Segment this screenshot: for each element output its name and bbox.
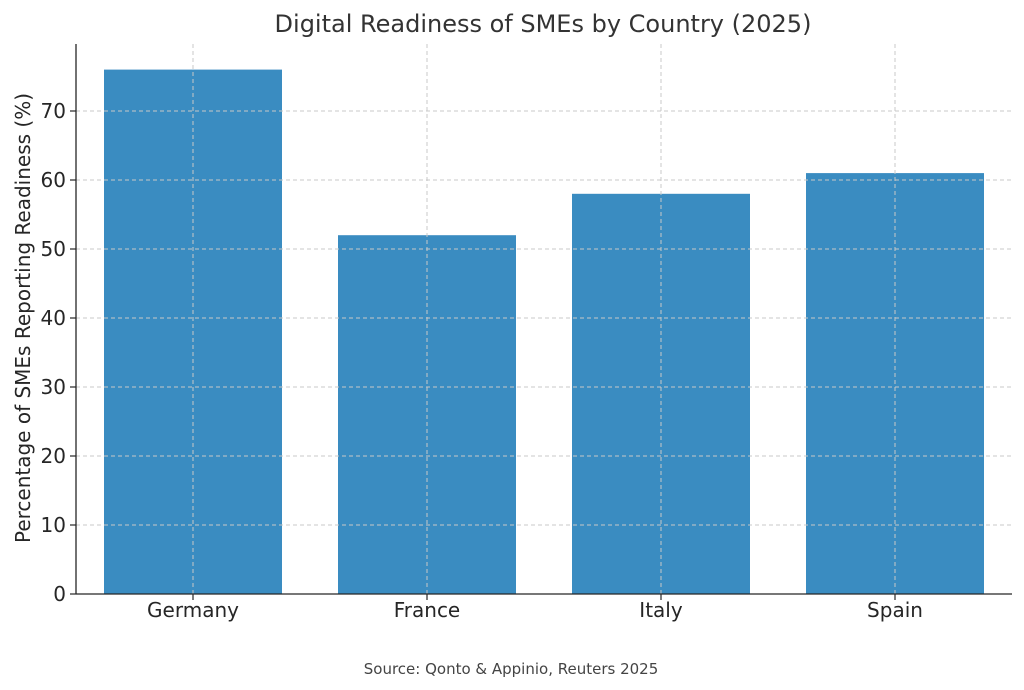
grid-lines bbox=[76, 44, 1012, 594]
y-ticks: 0 10 20 30 40 50 60 70 bbox=[41, 99, 76, 606]
chart-title: Digital Readiness of SMEs by Country (20… bbox=[275, 10, 812, 38]
x-tick-label-france: France bbox=[394, 598, 461, 622]
x-tick-label-italy: Italy bbox=[639, 598, 683, 622]
y-tick-label: 40 bbox=[41, 306, 66, 330]
axes bbox=[75, 44, 1012, 595]
x-tick-label-spain: Spain bbox=[867, 598, 923, 622]
y-tick-label: 20 bbox=[41, 444, 66, 468]
y-tick-label: 0 bbox=[53, 582, 66, 606]
y-axis-label: Percentage of SMEs Reporting Readiness (… bbox=[11, 93, 35, 543]
bars bbox=[104, 69, 984, 595]
x-tick-label-germany: Germany bbox=[147, 598, 239, 622]
source-note: Source: Qonto & Appinio, Reuters 2025 bbox=[364, 660, 659, 678]
y-tick-label: 30 bbox=[41, 375, 66, 399]
y-tick-label: 60 bbox=[41, 168, 66, 192]
y-tick-label: 50 bbox=[41, 237, 66, 261]
bar-italy bbox=[572, 193, 750, 595]
y-tick-label: 70 bbox=[41, 99, 66, 123]
x-ticks: Germany France Italy Spain bbox=[147, 594, 923, 622]
y-tick-label: 10 bbox=[41, 513, 66, 537]
